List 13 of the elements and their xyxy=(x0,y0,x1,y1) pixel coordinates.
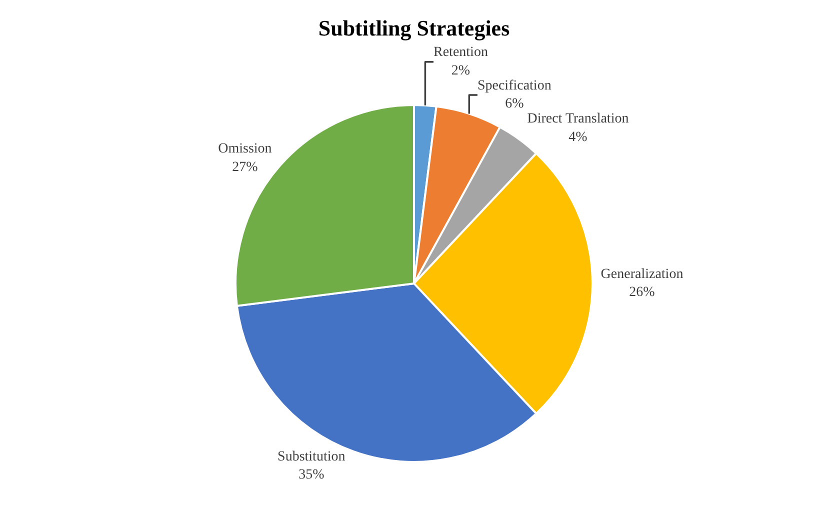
data-label: 26% xyxy=(629,285,656,300)
data-label: 2% xyxy=(451,63,470,78)
slice-label: Retention xyxy=(434,45,488,60)
slice-label: Omission xyxy=(218,142,272,157)
data-label: 6% xyxy=(505,96,524,112)
data-label: 27% xyxy=(232,160,258,175)
slice-label: Substitution xyxy=(278,450,346,465)
slice-label: Specification xyxy=(477,78,552,94)
slice-label: Direct Translation xyxy=(527,112,629,127)
data-label: 4% xyxy=(568,130,588,145)
chart-title: Subtitling Strategies xyxy=(318,16,510,41)
slice-label: Generalization xyxy=(600,266,684,282)
data-label: 35% xyxy=(298,468,325,483)
